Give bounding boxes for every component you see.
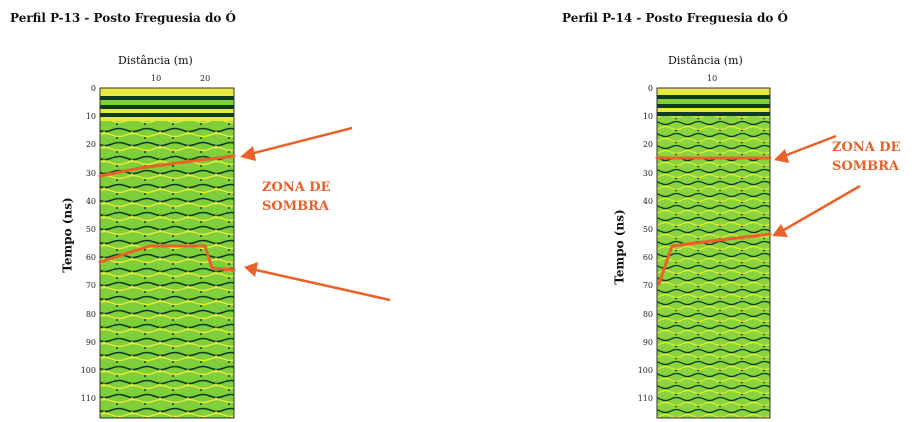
- panel-1-arrows: [240, 126, 391, 302]
- panel-2-title: Perfil P-14 - Posto Freguesia do Ó: [562, 11, 788, 25]
- y-tick-label: 20: [642, 140, 653, 150]
- lower-arrow-head: [772, 224, 788, 237]
- y-tick-label: 40: [85, 196, 96, 206]
- panel-1-x-axis-label: Distância (m): [118, 54, 193, 67]
- y-tick-label: 0: [90, 84, 96, 93]
- upper-arrow: [783, 134, 837, 158]
- upper-arrow-head: [240, 146, 256, 161]
- upper-horizon-line: [98, 154, 236, 178]
- y-tick-label: 50: [642, 225, 653, 234]
- lower-arrow: [781, 184, 861, 233]
- y-tick-label: 110: [80, 394, 96, 404]
- y-tick-label: 80: [85, 309, 96, 319]
- panel-1-x-tick: 20: [200, 74, 211, 83]
- y-tick-label: 100: [637, 366, 653, 375]
- annotation-line: SOMBRA: [262, 199, 329, 214]
- y-tick-label: 70: [642, 281, 653, 291]
- panel-2-horizons: [655, 156, 772, 286]
- panel-2-x-tick: 10: [707, 74, 718, 83]
- lower-horizon-line: [657, 232, 772, 286]
- y-tick-label: 60: [642, 253, 653, 263]
- lower-horizon-line: [98, 244, 236, 272]
- panel-2-annotation: ZONA DE SOMBRA: [832, 138, 901, 176]
- panel-1-horizons: [98, 154, 236, 272]
- panel-2-x-axis-label: Distância (m): [668, 54, 743, 67]
- annotation-line: SOMBRA: [832, 159, 899, 174]
- annotation-line: ZONA DE: [262, 180, 331, 195]
- upper-arrow: [249, 126, 353, 156]
- y-tick-label: 70: [85, 281, 96, 291]
- panel-1-x-tick: 10: [151, 74, 162, 83]
- panel-2-radargram: [656, 87, 771, 419]
- y-tick-label: 110: [637, 394, 653, 404]
- y-tick-label: 0: [647, 84, 653, 93]
- panel-1-radargram: [99, 87, 235, 419]
- annotation-line: ZONA DE: [832, 140, 901, 155]
- lower-arrow-head: [244, 262, 258, 277]
- y-tick-label: 40: [642, 196, 653, 206]
- y-tick-label: 10: [85, 112, 96, 122]
- panel-2-arrows: [772, 134, 861, 237]
- y-tick-label: 60: [85, 253, 96, 263]
- panel-1-title: Perfil P-13 - Posto Freguesia do Ó: [10, 11, 236, 25]
- y-tick-label: 50: [85, 225, 96, 234]
- y-tick-label: 20: [85, 140, 96, 150]
- lower-arrow: [255, 268, 391, 302]
- y-tick-label: 10: [642, 112, 653, 122]
- y-tick-label: 30: [642, 168, 653, 178]
- y-tick-label: 80: [642, 309, 653, 319]
- y-tick-label: 90: [85, 337, 96, 347]
- y-tick-label: 90: [642, 337, 653, 347]
- panel-1-annotation: ZONA DE SOMBRA: [262, 178, 331, 216]
- y-tick-label: 100: [80, 366, 96, 375]
- y-tick-label: 30: [85, 168, 96, 178]
- upper-arrow-head: [774, 149, 789, 163]
